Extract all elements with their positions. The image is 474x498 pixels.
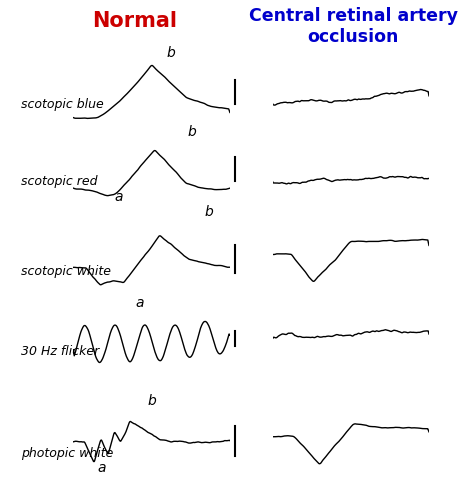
Text: scotopic red: scotopic red — [21, 175, 98, 188]
Text: a: a — [114, 190, 123, 204]
Text: photopic white: photopic white — [21, 447, 114, 460]
Text: b: b — [188, 125, 196, 139]
Text: Normal: Normal — [92, 11, 178, 31]
Text: scotopic blue: scotopic blue — [21, 98, 104, 111]
Text: b: b — [204, 205, 213, 219]
Text: a: a — [136, 296, 144, 310]
Text: scotopic white: scotopic white — [21, 265, 111, 278]
Text: b: b — [166, 46, 175, 60]
Text: 30 Hz flicker: 30 Hz flicker — [21, 345, 100, 358]
Text: a: a — [98, 461, 106, 475]
Text: b: b — [147, 394, 156, 408]
Text: Central retinal artery
occlusion: Central retinal artery occlusion — [249, 7, 457, 46]
